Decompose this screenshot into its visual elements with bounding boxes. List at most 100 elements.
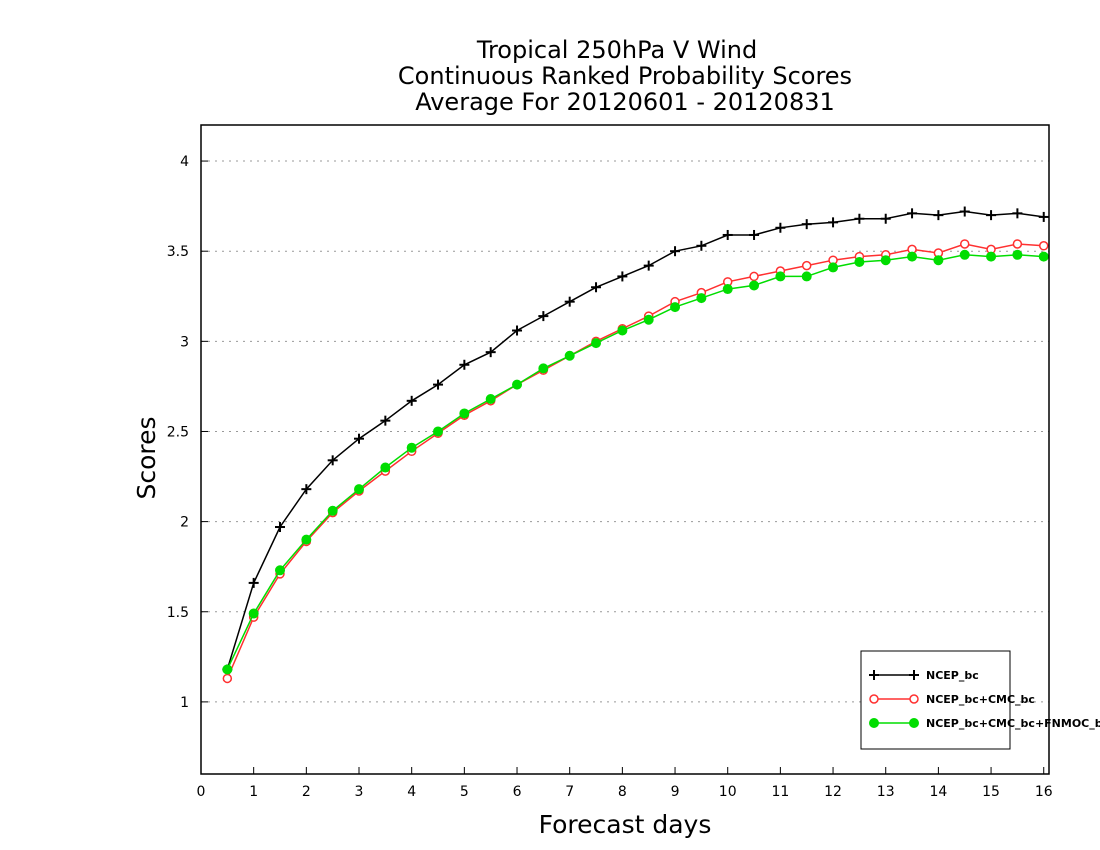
chart-title-line-2: Continuous Ranked Probability Scores (398, 62, 852, 90)
data-point (617, 325, 628, 336)
legend-label: NCEP_bc (926, 669, 979, 682)
series-1 (222, 206, 1049, 675)
legend-item-1: NCEP_bc (869, 669, 979, 682)
data-point (433, 426, 444, 437)
legend: NCEP_bc NCEP_bc+CMC_bc NCEP_bc+CMC_bc+FNMO… (860, 650, 1100, 750)
data-point (696, 293, 707, 304)
data-point (1038, 251, 1049, 262)
data-point (722, 229, 733, 240)
data-point (301, 484, 312, 495)
data-point (617, 271, 628, 282)
data-point (828, 217, 839, 228)
y-tick-label: 3.5 (167, 244, 189, 260)
y-tick-label: 1 (180, 695, 189, 711)
data-point (380, 462, 391, 473)
y-tick-label: 2 (180, 515, 189, 531)
data-point (880, 213, 891, 224)
data-point (406, 395, 417, 406)
data-point (248, 577, 259, 588)
x-tick-label: 14 (929, 784, 947, 800)
x-tick-label: 4 (407, 784, 416, 800)
data-point (1038, 211, 1049, 222)
data-point (248, 608, 259, 619)
data-point (327, 505, 338, 516)
y-axis-label: Scores (132, 416, 161, 499)
data-point (1012, 208, 1023, 219)
data-point (564, 350, 575, 361)
data-point (564, 296, 575, 307)
data-point (406, 442, 417, 453)
x-tick-label: 0 (197, 784, 206, 800)
legend-label: NCEP_bc+CMC_bc (926, 693, 1035, 706)
data-point (275, 522, 286, 533)
data-point (959, 206, 970, 217)
chart-title-line-3: Average For 20120601 - 20120831 (415, 88, 835, 116)
legend-item-2: NCEP_bc+CMC_bc (869, 693, 1035, 706)
data-point (959, 239, 970, 249)
chart-title-line-1: Tropical 250hPa V Wind (476, 36, 757, 64)
series-line (226, 210, 1044, 670)
data-point (854, 257, 865, 268)
data-point (775, 222, 786, 233)
data-point (222, 664, 233, 675)
legend-box (860, 650, 1011, 750)
data-point (801, 260, 812, 271)
data-point (512, 325, 523, 336)
data-point (933, 210, 944, 221)
data-point (327, 455, 338, 466)
x-tick-label: 5 (460, 784, 469, 800)
x-tick-label: 1 (249, 784, 258, 800)
data-point (880, 255, 891, 266)
data-point (380, 415, 391, 426)
x-tick-label: 2 (302, 784, 311, 800)
data-point (801, 219, 812, 230)
data-point (722, 284, 733, 295)
data-point (854, 213, 865, 224)
data-point (538, 363, 549, 374)
x-tick-label: 15 (982, 784, 1000, 800)
x-tick-label: 7 (565, 784, 574, 800)
data-point (538, 311, 549, 322)
x-tick-label: 10 (719, 784, 737, 800)
data-point (485, 394, 496, 405)
data-point (670, 246, 681, 257)
legend-label: NCEP_bc+CMC_bc+FNMOC_bc (926, 717, 1100, 730)
data-point (275, 565, 286, 576)
x-tick-label: 9 (671, 784, 680, 800)
data-point (670, 302, 681, 313)
y-tick-label: 1.5 (167, 605, 189, 621)
data-point (301, 534, 312, 545)
data-point (933, 255, 944, 266)
axis-ticks: 11.522.533.540 1 2 3 4 5 6 7 8 9 10 11 12 13 14 15 16 (167, 154, 1053, 800)
data-point (433, 379, 444, 390)
data-point (986, 251, 997, 262)
series-line (226, 243, 1044, 679)
data-point (1038, 241, 1049, 251)
data-point (749, 280, 760, 291)
data-point (749, 271, 759, 282)
series-2 (222, 239, 1049, 684)
data-point (222, 673, 233, 684)
data-point (354, 433, 365, 444)
data-point (643, 314, 654, 325)
data-point (959, 249, 970, 260)
data-point (643, 260, 654, 271)
data-point (907, 251, 918, 262)
data-point (1012, 249, 1023, 260)
series-layer (222, 206, 1049, 684)
x-axis-label: Forecast days (539, 810, 712, 839)
data-point (801, 271, 812, 282)
legend-marker (909, 718, 919, 728)
x-tick-label: 8 (618, 784, 627, 800)
legend-marker (909, 694, 919, 704)
data-point (828, 262, 839, 273)
legend-marker (909, 670, 919, 680)
legend-marker (869, 670, 879, 680)
data-point (696, 240, 707, 251)
data-point (591, 282, 602, 293)
data-point (749, 229, 760, 240)
data-point (1012, 239, 1023, 249)
data-point (775, 271, 786, 282)
y-tick-label: 3 (180, 334, 189, 350)
